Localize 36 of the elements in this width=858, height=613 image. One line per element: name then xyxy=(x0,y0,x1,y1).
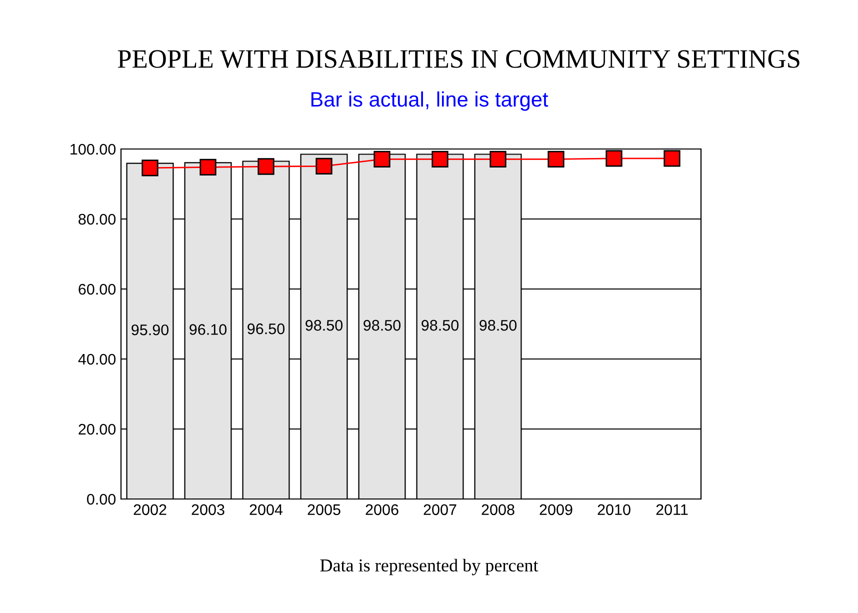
y-tick-label: 60.00 xyxy=(78,284,116,295)
y-tick-label: 100.00 xyxy=(70,144,116,155)
x-tick-label: 2006 xyxy=(366,504,398,516)
point xyxy=(606,150,622,167)
data-label: 98.50 xyxy=(480,320,517,331)
point xyxy=(258,158,274,175)
y-tick-label: 0.00 xyxy=(87,494,116,505)
chart-subtitle: Bar is actual, line is target xyxy=(311,91,548,111)
data-label: 96.10 xyxy=(190,324,227,335)
point xyxy=(316,158,332,174)
x-tick-label: 2009 xyxy=(540,504,572,516)
data-label: 98.50 xyxy=(364,320,401,331)
point xyxy=(490,150,506,168)
x-tick-label: 2004 xyxy=(250,504,283,516)
point xyxy=(548,150,564,168)
data-label: 98.50 xyxy=(422,320,459,331)
point xyxy=(664,150,680,167)
data-label: 98.50 xyxy=(306,320,343,331)
data-label: 95.90 xyxy=(132,324,169,336)
x-tick-label: 2005 xyxy=(308,504,340,516)
x-tick-label: 2010 xyxy=(598,504,630,516)
y-tick-label: 40.00 xyxy=(78,354,116,365)
y-tick-label: 80.00 xyxy=(78,214,116,225)
chart-title: PEOPLE WITH DISABILITIES IN COMMUNITY SETTINGS xyxy=(118,50,800,68)
x-tick-label: 2007 xyxy=(424,504,456,516)
x-tick-label: 2003 xyxy=(192,504,224,516)
point xyxy=(432,150,448,168)
data-label: 96.50 xyxy=(248,323,285,334)
x-tick-label: 2008 xyxy=(482,504,514,516)
point xyxy=(374,150,390,168)
text: Data is represented by percent xyxy=(320,558,538,576)
point xyxy=(200,158,216,176)
y-tick-label: 20.00 xyxy=(78,424,116,435)
x-tick-label: 2002 xyxy=(134,504,166,516)
point xyxy=(142,160,158,176)
x-tick-label: 2011 xyxy=(656,504,688,516)
